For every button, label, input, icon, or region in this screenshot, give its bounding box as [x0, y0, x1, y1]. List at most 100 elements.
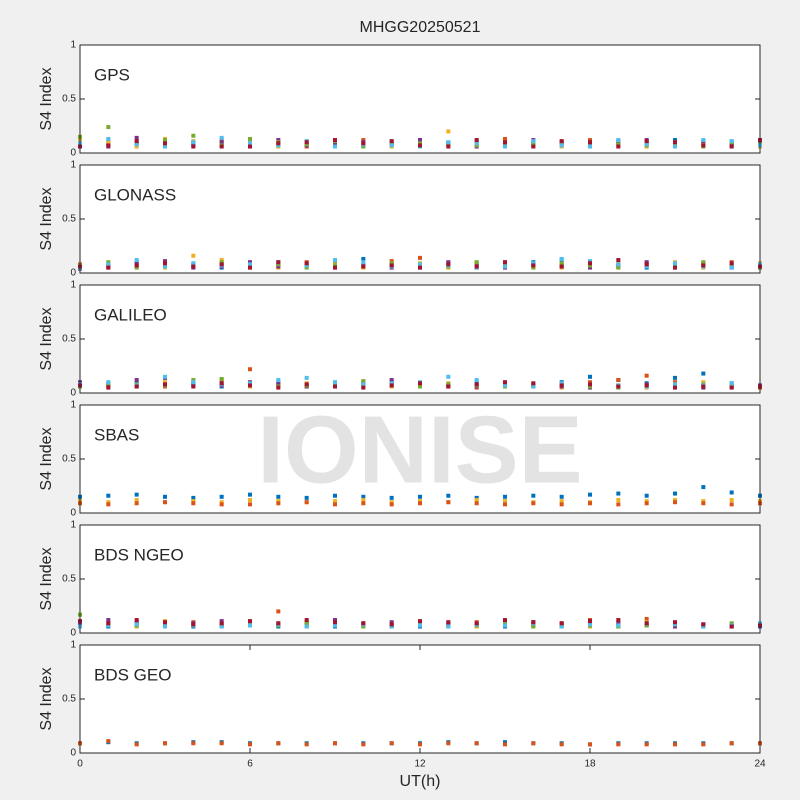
data-point [163, 261, 167, 266]
data-point [588, 138, 592, 143]
data-point [134, 263, 139, 268]
data-point [616, 498, 621, 503]
data-point [474, 138, 479, 143]
data-point [446, 382, 451, 387]
data-point [304, 621, 309, 626]
data-point [616, 262, 621, 267]
data-point [248, 136, 252, 141]
data-point [729, 624, 734, 629]
data-point [474, 378, 479, 383]
data-point [106, 143, 111, 148]
data-point [333, 263, 337, 268]
data-point [361, 256, 366, 261]
data-point [701, 260, 706, 265]
data-point [134, 618, 139, 623]
data-point [503, 260, 507, 265]
data-point [134, 378, 139, 383]
data-point [276, 385, 281, 390]
data-point [503, 140, 507, 145]
y-tick-label: 0 [70, 748, 76, 759]
data-point [673, 138, 677, 143]
data-point [588, 265, 592, 270]
data-point [673, 382, 677, 387]
data-point [474, 498, 479, 503]
data-point [616, 384, 621, 389]
data-point [474, 143, 479, 148]
data-point [106, 385, 111, 390]
data-point [248, 381, 252, 386]
data-point [531, 261, 536, 266]
data-point [559, 381, 564, 386]
data-point [729, 621, 734, 626]
data-point [474, 141, 479, 146]
data-point [729, 490, 734, 495]
data-point [673, 265, 677, 270]
data-point [531, 501, 536, 506]
data-point [559, 143, 564, 148]
data-point [163, 374, 167, 379]
panel-label: GPS [94, 65, 130, 84]
data-point [588, 140, 592, 145]
data-point [503, 264, 507, 269]
data-point [729, 383, 734, 388]
data-point [134, 135, 139, 140]
data-point [616, 138, 621, 143]
data-point [219, 138, 224, 143]
data-point [559, 621, 564, 626]
data-point [134, 265, 139, 270]
data-point [134, 258, 139, 263]
x-tick-label: 24 [754, 759, 766, 770]
data-point [503, 623, 507, 628]
y-tick-label: 0.5 [62, 334, 76, 345]
data-point [219, 140, 224, 145]
data-point [106, 262, 111, 267]
data-point [106, 125, 111, 130]
axes-backgrounds [80, 45, 760, 753]
data-point [276, 621, 281, 626]
data-point [389, 381, 394, 386]
data-point [248, 265, 252, 270]
data-point [389, 502, 394, 507]
data-point [163, 138, 167, 143]
data-point [134, 261, 139, 266]
data-point [673, 500, 677, 505]
data-point [559, 261, 564, 266]
data-point [191, 144, 196, 149]
data-point [531, 142, 536, 147]
data-point [701, 501, 706, 506]
data-point [446, 374, 451, 379]
data-point [106, 621, 111, 626]
data-point [644, 623, 649, 628]
data-point [729, 263, 734, 268]
data-point [389, 139, 394, 144]
data-point [333, 258, 337, 263]
data-point [163, 382, 167, 387]
data-point [106, 618, 111, 623]
data-point [361, 382, 366, 387]
data-point [531, 624, 536, 629]
data-point [106, 140, 111, 145]
data-point [219, 260, 224, 265]
data-point [219, 741, 224, 746]
data-point [248, 623, 252, 628]
data-point [304, 263, 309, 268]
y-axis-label: S4 Index [38, 427, 55, 490]
data-point [389, 624, 394, 629]
data-point [446, 624, 451, 629]
data-point [559, 139, 564, 144]
data-point [616, 621, 621, 626]
data-point [644, 621, 649, 626]
data-point [134, 620, 139, 625]
data-point [418, 138, 422, 143]
data-point [588, 619, 592, 624]
data-point [729, 385, 734, 390]
data-point [418, 623, 422, 628]
data-point [446, 260, 451, 265]
data-point [276, 138, 281, 143]
data-point [616, 142, 621, 147]
y-tick-label: 0 [70, 268, 76, 279]
x-tick-label: 18 [584, 759, 596, 770]
data-point [588, 622, 592, 627]
data-point [219, 502, 224, 507]
data-point [616, 742, 621, 747]
